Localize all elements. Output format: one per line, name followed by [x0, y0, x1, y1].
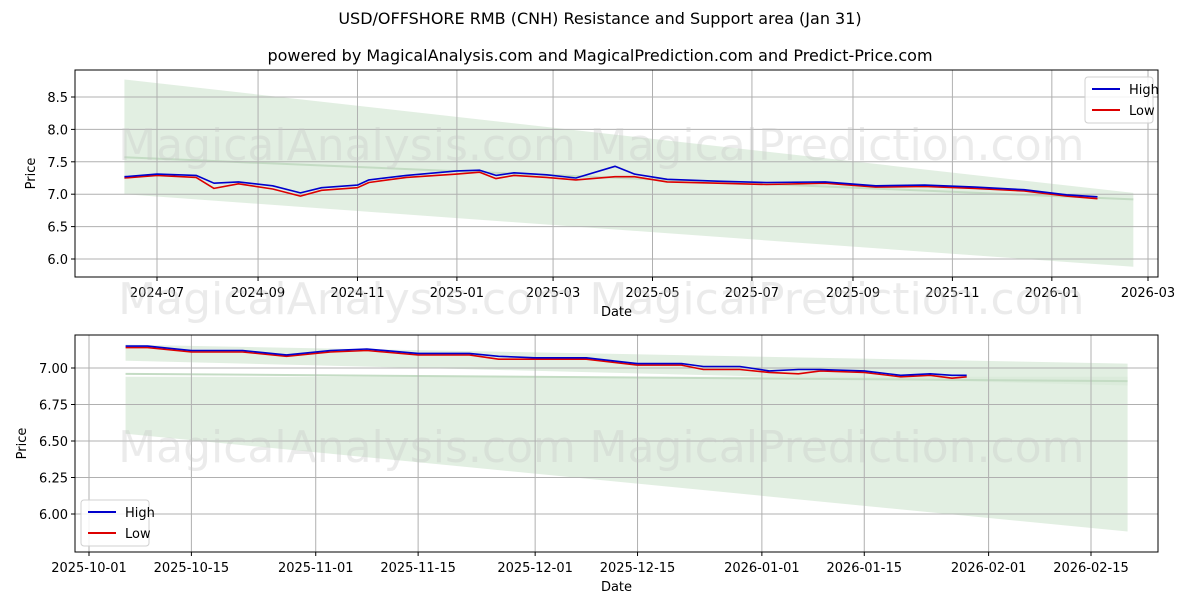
x-tick-label: 2025-07 [725, 286, 779, 301]
x-axis-label: Date [601, 305, 632, 320]
watermark-prediction: MagicalPrediction.com [590, 422, 1085, 473]
axes-frame [74, 69, 1159, 278]
y-tick-label: 7.0 [47, 188, 68, 203]
resistance-band [124, 79, 1134, 267]
y-axis-label: Price [15, 428, 30, 460]
y-tick-label: 6.0 [47, 253, 68, 268]
y-tick-label: 8.5 [47, 91, 68, 106]
x-tick-label: 2026-02-15 [1053, 561, 1129, 576]
series-low-line [124, 171, 1098, 200]
chart-subtitle: powered by MagicalAnalysis.com and Magic… [267, 46, 933, 65]
x-tick-label: 2025-03 [526, 286, 580, 301]
x-tick-label: 2025-05 [625, 286, 679, 301]
x-tick-label: 2024-07 [130, 286, 184, 301]
series-high-line [124, 165, 1098, 198]
mid-line [125, 372, 1128, 383]
resistance-band [125, 344, 1128, 386]
x-tick-label: 2026-01-01 [724, 561, 800, 576]
x-tick-label: 2024-09 [231, 286, 285, 301]
legend: High Low [80, 499, 155, 547]
legend: High Low [1084, 76, 1159, 124]
series-high-line [125, 345, 967, 377]
x-tick-label: 2025-12-01 [497, 561, 573, 576]
y-tick-label: 6.75 [39, 399, 68, 414]
watermark-prediction-2: MagicalPrediction.com [590, 274, 1085, 325]
y-tick-label: 6.50 [39, 435, 68, 450]
y-tick-label: 6.25 [39, 472, 68, 487]
y-axis-label: Price [24, 158, 39, 190]
chart-title: USD/OFFSHORE RMB (CNH) Resistance and Su… [338, 9, 862, 28]
watermark-analysis-2: MagicalAnalysis.com [118, 274, 576, 325]
x-tick-label: 2025-10-01 [51, 561, 127, 576]
x-tick-label: 2025-09 [826, 286, 880, 301]
support-band [125, 376, 1128, 532]
watermark-analysis: MagicalAnalysis.com [118, 120, 576, 171]
series-low-line [125, 346, 967, 380]
x-tick-label: 2026-03 [1121, 286, 1175, 301]
y-tick-label: 7.5 [47, 156, 68, 171]
y-tick-label: 8.0 [47, 123, 68, 138]
x-tick-label: 2026-01-15 [826, 561, 902, 576]
x-tick-label: 2025-10-15 [154, 561, 230, 576]
x-tick-label: 2025-11-01 [278, 561, 354, 576]
y-tick-label: 6.5 [47, 221, 68, 236]
x-axis-label: Date [601, 580, 632, 595]
x-tick-label: 2025-11-15 [380, 561, 456, 576]
chart-panel-top: 2024-07 2024-09 2024-11 2025-01 2025-03 2025-… [24, 69, 1175, 325]
watermark-prediction: MagicalPrediction.com [590, 120, 1085, 171]
x-tick-label: 2025-11 [925, 286, 979, 301]
legend-label-high: High [1129, 83, 1159, 98]
y-tick-label: 6.00 [39, 508, 68, 523]
mid-line [124, 156, 1134, 201]
axes-frame [74, 334, 1159, 553]
x-tick-label: 2025-01 [430, 286, 484, 301]
legend-label-high: High [125, 506, 155, 521]
watermark-analysis: MagicalAnalysis.com [118, 422, 576, 473]
x-tick-label: 2025-12-15 [600, 561, 676, 576]
x-tick-label: 2026-02-01 [951, 561, 1027, 576]
x-tick-label: 2024-11 [330, 286, 384, 301]
legend-label-low: Low [1129, 104, 1155, 119]
legend-label-low: Low [125, 527, 151, 542]
chart-panel-bottom: 2025-10-01 2025-10-15 2025-11-01 2025-11-15… [15, 334, 1159, 595]
y-tick-label: 7.00 [39, 362, 68, 377]
x-tick-label: 2026-01 [1025, 286, 1079, 301]
